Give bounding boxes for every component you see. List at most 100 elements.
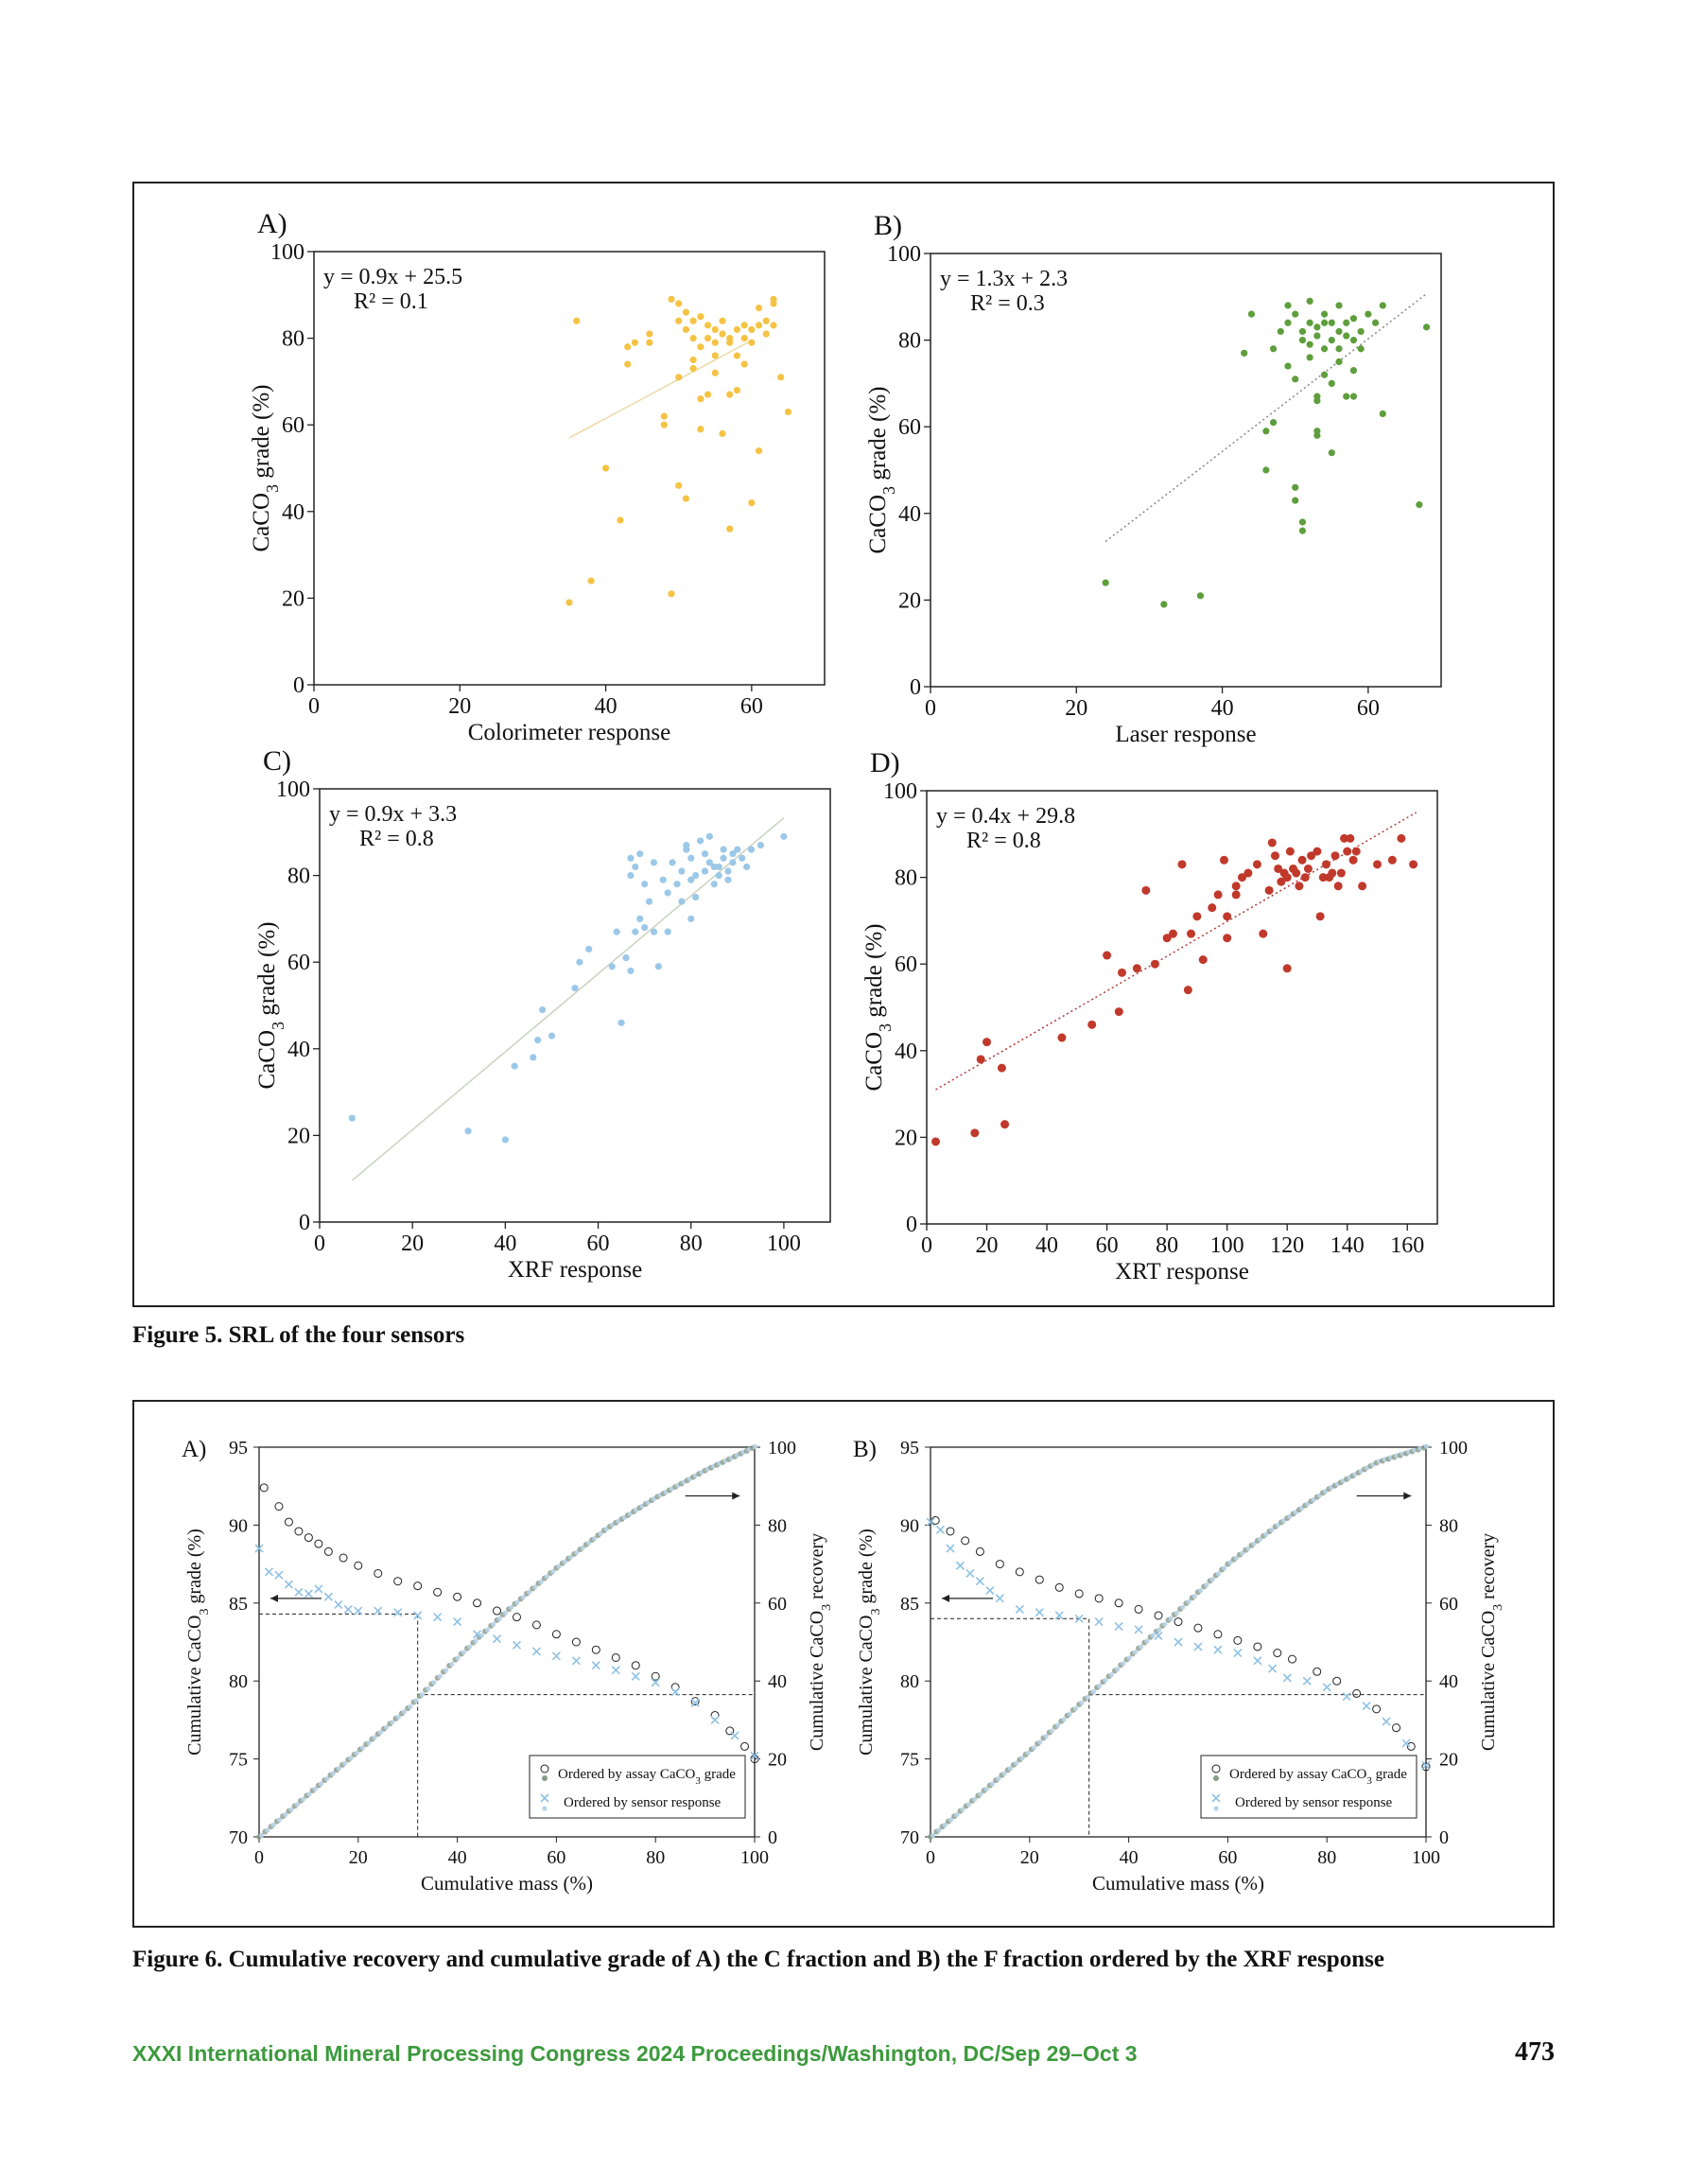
recovery-sensor-point: [1025, 1750, 1031, 1756]
recovery-sensor-point: [390, 1720, 395, 1725]
x-axis-label: Laser response: [1115, 722, 1256, 747]
data-point: [724, 867, 732, 875]
grade-sensor-point: [334, 1599, 343, 1610]
recovery-sensor-point: [1090, 1688, 1096, 1695]
y-tick-label: 20: [282, 586, 304, 611]
grade-assay-point: [314, 1539, 323, 1548]
recovery-sensor-point: [1197, 1588, 1204, 1594]
data-point: [1292, 483, 1299, 491]
grade-sensor-point: [651, 1678, 660, 1687]
grade-sensor-point: [985, 1586, 995, 1596]
data-point: [641, 923, 649, 932]
grade-assay-point: [1352, 1688, 1362, 1698]
data-point: [1298, 527, 1307, 534]
x-tick-label: 20: [401, 1232, 424, 1256]
figure-5-caption: Figure 5. SRL of the four sensors: [132, 1322, 465, 1348]
legend-assay-marker: [1211, 1764, 1221, 1773]
grade-sensor-point: [453, 1617, 462, 1627]
x-tick-label: 80: [1317, 1847, 1336, 1868]
data-point: [632, 928, 639, 935]
data-point: [1313, 332, 1321, 340]
data-point: [1318, 873, 1328, 882]
data-point: [689, 335, 697, 342]
data-point: [1103, 951, 1112, 960]
data-point: [1315, 912, 1325, 921]
data-point: [1292, 310, 1299, 318]
data-point: [1371, 319, 1380, 326]
y-tick-label-left: 80: [229, 1671, 248, 1692]
data-point: [1241, 349, 1248, 357]
data-point: [624, 343, 632, 351]
grade-sensor-point: [1322, 1683, 1331, 1692]
data-point: [748, 499, 756, 507]
data-point: [646, 339, 653, 346]
recovery-sensor-point: [324, 1775, 330, 1782]
recovery-sensor-point: [978, 1791, 983, 1797]
data-point: [1306, 297, 1313, 305]
grade-assay-point: [259, 1483, 269, 1493]
recovery-sensor-point: [283, 1811, 288, 1818]
data-point: [692, 893, 700, 901]
data-point: [1313, 397, 1321, 405]
recovery-sensor-point: [473, 1638, 478, 1644]
grade-assay-point: [1313, 1667, 1322, 1676]
data-point: [748, 325, 756, 334]
data-point: [1313, 847, 1322, 856]
data-point: [1422, 323, 1431, 331]
data-point: [697, 313, 704, 321]
data-point: [724, 876, 732, 883]
grade-sensor-point: [1233, 1648, 1243, 1658]
recovery-sensor-point: [1072, 1705, 1079, 1711]
x-tick-label: 60: [1357, 696, 1380, 721]
grade-sensor-point: [531, 1647, 542, 1656]
panel-label: B): [853, 1437, 877, 1462]
y-tick-label-right: 80: [768, 1515, 787, 1536]
x-tick-label: 0: [921, 1233, 932, 1258]
recovery-sensor-point: [954, 1811, 960, 1818]
y-tick-label: 100: [270, 240, 304, 265]
data-point: [726, 525, 734, 533]
recovery-sensor-point: [491, 1621, 496, 1627]
data-point: [1349, 337, 1358, 344]
x-tick-label: 60: [547, 1847, 565, 1868]
data-point: [624, 360, 632, 368]
recovery-sensor-point: [1204, 1582, 1209, 1588]
data-point: [1274, 864, 1283, 873]
data-point: [743, 863, 751, 871]
scatter-panel-4: D) 0 20 40 60 80 100 0 20 40 60 80 100 120 140 160 XRT r…: [861, 747, 1438, 1284]
data-point: [715, 863, 722, 871]
recovery-sensor-point: [556, 1564, 562, 1569]
grade-assay-point: [339, 1553, 348, 1563]
recovery-sensor-point: [1186, 1599, 1191, 1605]
grade-sensor-point: [710, 1715, 720, 1724]
x-tick-label: 140: [1330, 1233, 1365, 1258]
data-point: [645, 898, 653, 905]
recovery-sensor-point: [544, 1574, 550, 1580]
recovery-sensor-point: [1162, 1621, 1168, 1627]
data-point: [1238, 873, 1247, 882]
data-point: [692, 872, 700, 880]
x-tick-label: 80: [646, 1847, 665, 1868]
data-point: [762, 317, 770, 324]
grade-sensor-point: [343, 1604, 353, 1614]
data-point: [1303, 864, 1313, 873]
figure-6-frame: A) 70 75 80 85 90 95 0 20 40 60 80 100 0 20 40 60 80 100 Cu…: [132, 1400, 1555, 1928]
data-point: [1343, 393, 1350, 400]
data-point: [1320, 345, 1329, 353]
data-point: [613, 928, 620, 935]
recovery-sensor-point: [288, 1807, 294, 1812]
recovery-sensor-point: [484, 1627, 491, 1633]
data-point: [622, 954, 630, 962]
grade-sensor-point: [690, 1698, 700, 1707]
cutoff-grade-guide: [930, 1617, 1090, 1837]
data-point: [587, 577, 595, 585]
recovery-sensor-point: [330, 1771, 336, 1776]
data-point: [1087, 1020, 1097, 1029]
data-point: [654, 963, 662, 970]
grade-sensor-point: [393, 1608, 403, 1617]
recovery-sensor-point: [1037, 1739, 1043, 1745]
data-point: [631, 339, 639, 346]
grade-assay-point: [1114, 1599, 1123, 1608]
x-axis-label: XRF response: [508, 1257, 642, 1283]
